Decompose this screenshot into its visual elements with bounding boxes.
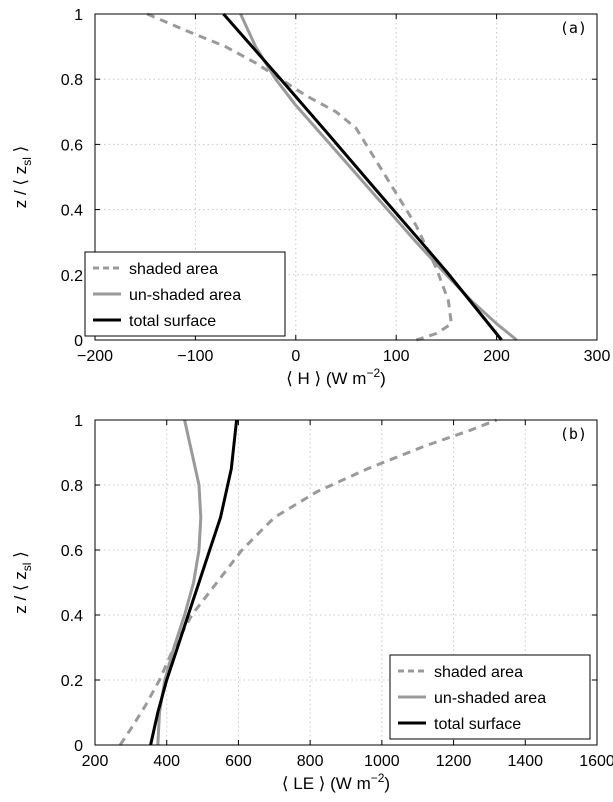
x-tick-label: 1600 [579, 753, 613, 770]
y-tick-label: 0.2 [61, 268, 83, 285]
y-tick-label: 1 [74, 413, 83, 430]
y-tick-label: 0 [74, 333, 83, 350]
y-axis-label: z / ⟨ zsl ⟩ [11, 551, 34, 614]
x-tick-label: 200 [483, 348, 510, 365]
x-tick-label: 1200 [436, 753, 472, 770]
legend: shaded area un-shaded area total surface [389, 654, 591, 740]
x-tick-label: 100 [383, 348, 410, 365]
y-tick-label: 0 [74, 738, 83, 755]
chart-panel-1: −200 −100 0 100 200 300 0 0.2 0.4 0.6 0.8 1 (a) ⟨ H ⟩… [11, 7, 610, 388]
y-tick-label: 0.4 [61, 608, 83, 625]
y-axis-label: z / ⟨ zsl ⟩ [11, 146, 34, 209]
plot-frame [94, 13, 598, 341]
y-tick-label: 0.8 [61, 478, 83, 495]
y-tick-label: 0.4 [61, 203, 83, 220]
y-tick-label: 0.8 [61, 72, 83, 89]
series-line-1 [146, 12, 453, 342]
x-tick-label: 200 [82, 753, 109, 770]
y-tick-label: 1 [74, 7, 83, 24]
x-tick-label: 600 [225, 753, 252, 770]
series-line-3 [149, 419, 239, 746]
legend: shaded area un-shaded area total surface [84, 251, 286, 337]
x-axis-label: ⟨ LE ⟩ (W m−2) [282, 771, 390, 793]
legend-entry: un-shaded area [129, 287, 241, 304]
x-tick-label: 800 [297, 753, 324, 770]
x-tick-label: 1000 [364, 753, 400, 770]
y-tick-label: 0.2 [61, 673, 83, 690]
series-line-3 [222, 13, 503, 341]
panel-label: (a) [560, 19, 587, 37]
x-tick-label: 400 [153, 753, 180, 770]
x-tick-label: 0 [291, 348, 300, 365]
x-axis-label: ⟨ H ⟩ (W m−2) [286, 366, 386, 388]
x-tick-label: −100 [177, 348, 213, 365]
legend-entry: un-shaded area [434, 690, 546, 707]
series-line-2 [156, 419, 203, 746]
legend-entry: total surface [434, 716, 521, 733]
plot-frame [94, 419, 598, 746]
x-tick-label: −200 [77, 348, 113, 365]
chart-panel-2: 200 400 600 800 1000 1200 1400 1600 0 0.2 0.4 0.6 0.… [11, 413, 613, 793]
y-tick-label: 0.6 [61, 543, 83, 560]
x-tick-label: 1400 [507, 753, 543, 770]
series-line-1 [118, 418, 498, 746]
legend-entry: shaded area [129, 261, 218, 278]
y-tick-label: 0.6 [61, 137, 83, 154]
panel-label: (b) [560, 425, 587, 443]
x-tick-label: 300 [584, 348, 611, 365]
legend-entry: shaded area [434, 664, 523, 681]
legend-entry: total surface [129, 313, 216, 330]
series-line-2 [239, 13, 518, 342]
